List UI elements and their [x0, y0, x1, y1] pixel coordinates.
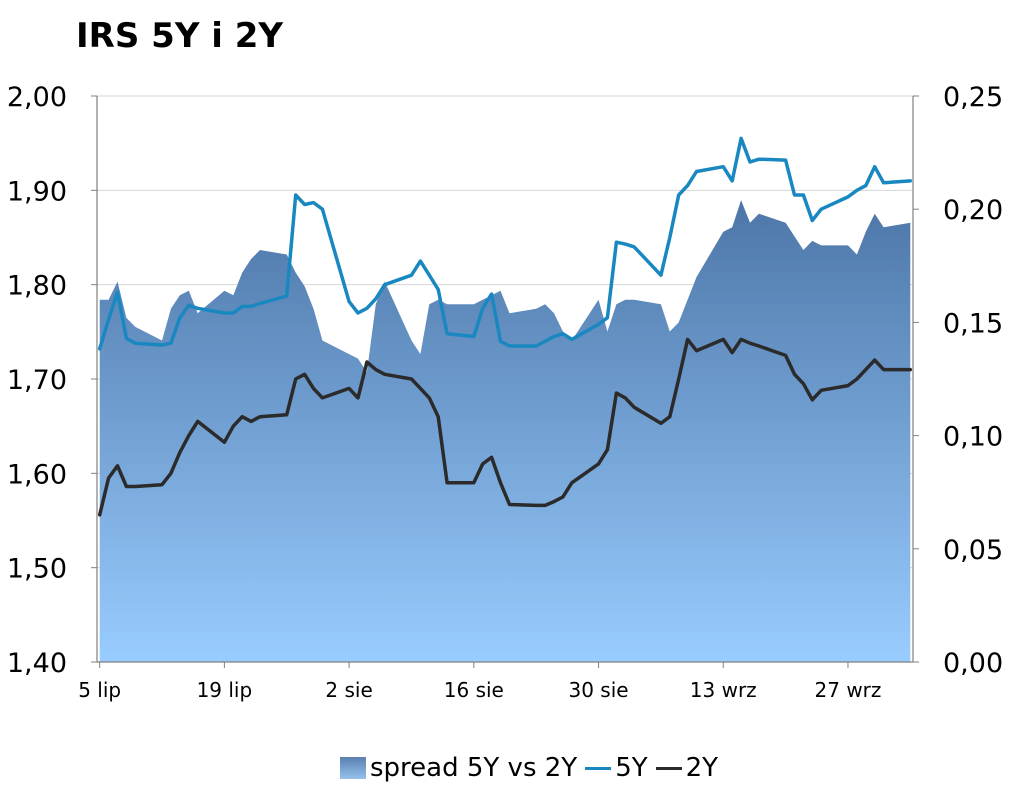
legend-item-5y: 5Y: [585, 753, 648, 783]
y-left-tick-label: 2,00: [7, 82, 67, 113]
y-right-tick-label: 0,05: [943, 535, 1003, 566]
legend-label-spread: spread 5Y vs 2Y: [370, 753, 578, 783]
x-tick-label: 16 sie: [444, 678, 504, 702]
y-left-tick-label: 1,80: [7, 271, 67, 302]
y-left-tick-label: 1,40: [7, 648, 67, 679]
x-tick-label: 30 sie: [568, 678, 628, 702]
x-tick-label: 2 sie: [325, 678, 372, 702]
y-right-tick-label: 0,10: [943, 422, 1003, 453]
series-area-spread: [99, 200, 911, 662]
chart-title: IRS 5Y i 2Y: [76, 16, 284, 56]
series-line-5y: [97, 136, 913, 351]
series-line-2y: [97, 337, 913, 517]
legend-swatch-2y: [655, 766, 682, 770]
legend-item-spread: spread 5Y vs 2Y: [340, 753, 577, 783]
legend-swatch-spread: [340, 757, 366, 779]
x-tick-label: 19 lip: [197, 678, 253, 702]
chart-legend: spread 5Y vs 2Y 5Y 2Y: [340, 748, 726, 788]
y-right-tick-label: 0,25: [943, 82, 1003, 113]
legend-item-2y: 2Y: [655, 753, 719, 783]
y-right-tick-label: 0,00: [943, 648, 1003, 679]
legend-label-5y: 5Y: [615, 753, 648, 783]
y-left-tick-label: 1,60: [7, 459, 67, 490]
legend-swatch-5y: [585, 766, 612, 770]
legend-label-2y: 2Y: [685, 753, 719, 783]
y-left-tick-label: 1,90: [7, 176, 67, 207]
y-right-tick-label: 0,20: [943, 195, 1003, 226]
y-left-tick-label: 1,50: [7, 554, 67, 585]
y-left-tick-label: 1,70: [7, 365, 67, 396]
x-tick-label: 27 wrz: [815, 678, 882, 702]
x-tick-label: 5 lip: [78, 678, 121, 702]
x-tick-label: 13 wrz: [690, 678, 757, 702]
y-right-tick-label: 0,15: [943, 308, 1003, 339]
